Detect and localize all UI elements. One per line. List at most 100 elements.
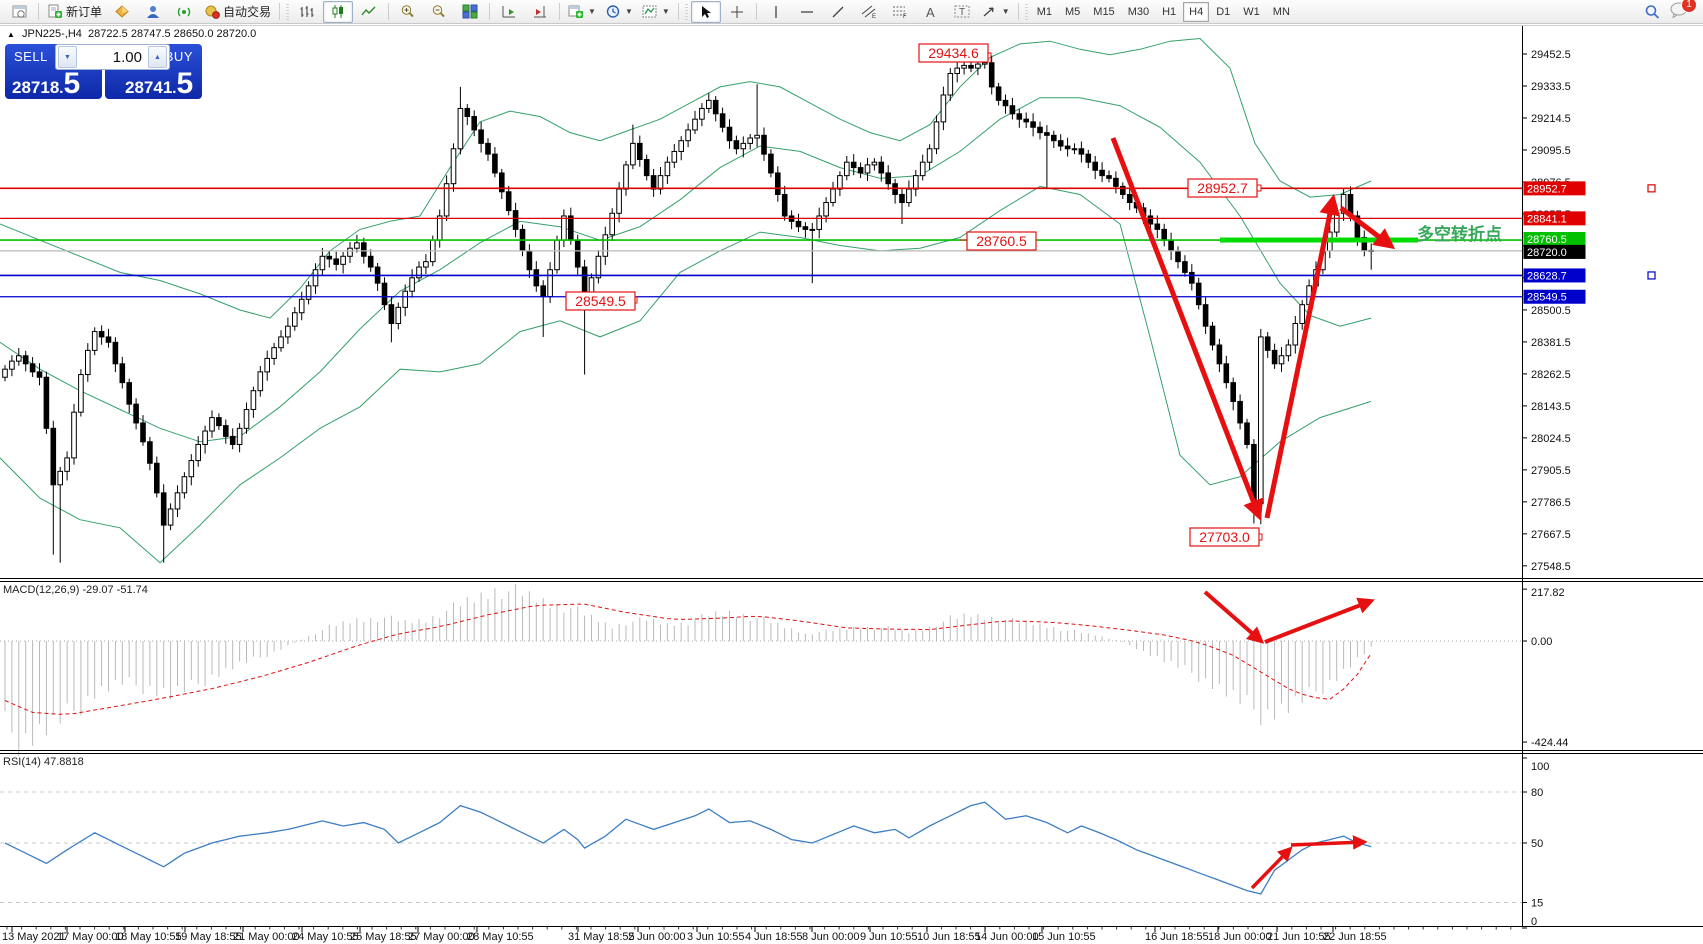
bars-chart-button[interactable] [292,1,322,23]
tf-m30-button[interactable]: M30 [1127,5,1150,18]
crosshair-button[interactable] [722,1,752,23]
tile-windows-button[interactable] [455,1,485,23]
price-axis-label: 27786.5 [1531,497,1571,509]
candle-body [505,191,512,212]
fibonacci-tool-button[interactable]: F [885,1,915,23]
autotrading-button[interactable]: 自动交易 [200,1,275,23]
candle-body [499,172,505,193]
candle-body [1078,148,1085,155]
volume-increase-button[interactable]: ▲ [148,46,167,68]
candle-body [906,188,912,204]
turning-point-note: 多空转折点 [1417,224,1502,244]
chart-symbol: JPN225-,H4 [21,28,82,40]
shapes-tool-button[interactable]: ▼ [978,1,1014,23]
volume-field[interactable]: ▼ 1.00 ▲ [55,44,170,70]
time-axis-label: 16 Jun 18:55 [1145,931,1209,943]
price-chip-label: 28549.5 [1527,292,1567,304]
metaeditor-button[interactable] [107,1,137,23]
candle-body [899,193,905,204]
text-tool-button[interactable]: A [916,1,946,23]
volume-decrease-button[interactable]: ▼ [58,46,77,68]
chart-shift-button[interactable] [525,1,555,23]
profiles-button[interactable]: ▼ [601,1,637,23]
svg-text:A: A [926,5,935,19]
trend-arrow [1203,590,1265,644]
fibonacci-icon: F [892,6,907,19]
channel-tool-button[interactable]: E [854,1,884,23]
candle-body [602,234,609,257]
trend-arrow [1264,193,1341,519]
candle-body [1223,363,1230,384]
candle-body [485,142,491,155]
label-tool-button[interactable]: T [947,1,977,23]
candle-body [1016,113,1023,120]
tf-h1-button[interactable]: H1 [1162,5,1177,18]
signals-button[interactable] [169,1,199,23]
rsi-axis-label: 80 [1531,787,1543,799]
tf-h4-button[interactable]: H4 [1183,1,1210,22]
divider [489,3,491,20]
time-axis-label: 22 Jun 18:55 [1323,931,1387,943]
candle-body [443,183,450,217]
tf-m5-button[interactable]: M5 [1065,5,1081,18]
candle-body [671,150,678,163]
indicators-button[interactable]: ▼ [638,1,674,23]
candle-body [1209,325,1216,346]
buy-price-frac: 5 [176,67,194,99]
candles-chart-button[interactable] [323,0,354,23]
candle-body [850,161,857,169]
notifications-button[interactable]: 1 [1669,0,1697,23]
community-button[interactable] [138,1,168,23]
cursor-button[interactable] [690,0,721,23]
window-chart-button[interactable] [4,1,34,23]
candle-body [305,285,312,300]
tf-w1-button[interactable]: W1 [1243,5,1260,18]
candle-body [1064,145,1071,150]
tile-windows-icon [462,4,478,19]
price-tag-label: 28549.5 [575,293,626,309]
tf-d1-button[interactable]: D1 [1216,5,1231,18]
price-chip-label: 28760.5 [1527,234,1567,246]
time-axis-label: 3 Jun 10:55 [687,931,745,943]
rsi-axis-label: 100 [1531,761,1549,773]
tf-m15-button[interactable]: M15 [1093,5,1115,18]
zoom-out-button[interactable] [424,1,454,23]
candle-body [954,67,961,74]
new-order-button[interactable]: 新订单 [43,1,106,23]
arrow-shape-icon [983,7,994,17]
tf-mn-button[interactable]: MN [1272,5,1290,18]
candle-body [409,277,415,292]
search-button[interactable] [1638,1,1668,23]
line-chart-button[interactable] [354,1,384,23]
search-icon [1645,4,1660,19]
candle-body [1044,132,1050,136]
candle-body [1354,215,1361,238]
tf-m1-button[interactable]: M1 [1036,5,1052,18]
autoscroll-button[interactable] [494,1,524,23]
new-chart-button[interactable]: ▼ [564,1,600,23]
candle-body [229,435,236,445]
line-handle-marker [1647,184,1656,193]
horizontal-line-tool-button[interactable] [792,1,822,23]
price-chip-label: 28841.1 [1527,213,1567,225]
candle-body [961,64,967,69]
price-chip [1523,289,1586,304]
vertical-line-tool-button[interactable] [761,1,791,23]
price-axis-label: 28143.5 [1531,401,1571,413]
chart-title: ▲ JPN225-,H4 28722.5 28747.5 28650.0 287… [7,28,256,40]
candle-body [188,460,195,478]
candle-body [685,129,691,142]
zoom-in-button[interactable] [393,1,423,23]
candle-body [816,215,823,230]
chart-canvas[interactable]: 29452.529333.529214.529095.528976.528857… [0,25,1703,944]
candle-body [574,239,581,268]
candle-body [947,72,954,96]
candle-body [1002,99,1009,107]
candle-body [423,261,429,268]
chevron-down-icon: ▼ [588,7,596,16]
trendline-tool-button[interactable] [823,1,853,23]
rsi-axis-label: 15 [1531,898,1543,910]
candle-body [1299,304,1306,324]
candle-body [1085,153,1092,163]
candle-body [1161,228,1168,241]
